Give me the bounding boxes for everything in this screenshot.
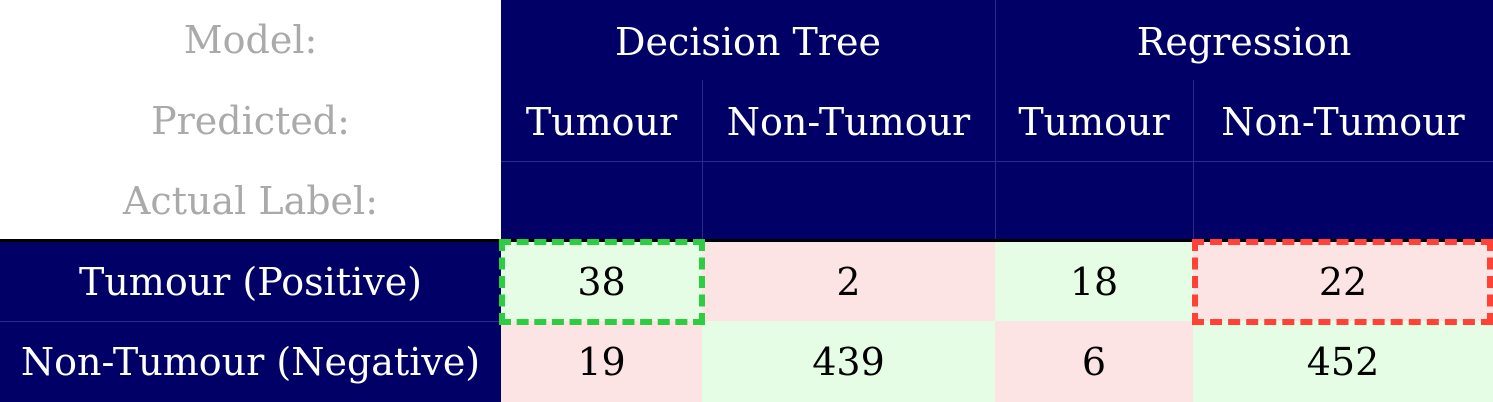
grid-line xyxy=(0,321,501,322)
predicted-col: Tumour xyxy=(995,82,1193,162)
cell: 22 xyxy=(1193,242,1493,321)
actual-label: Actual Label: xyxy=(122,178,378,223)
cell: 452 xyxy=(1193,321,1493,402)
cell: 18 xyxy=(995,242,1193,321)
predicted-col: Non-Tumour xyxy=(1193,82,1493,162)
grid-line xyxy=(995,0,996,240)
highlight-false-negative xyxy=(1192,239,1493,325)
cell: 439 xyxy=(702,321,995,402)
grid-line xyxy=(1193,80,1194,240)
predicted-col: Tumour xyxy=(501,82,702,162)
highlight-true-positive xyxy=(499,239,705,325)
header-rule xyxy=(0,239,1493,242)
cell: 19 xyxy=(501,321,702,402)
cell: 38 xyxy=(501,242,702,321)
row-label: Non-Tumour (Negative) xyxy=(0,321,501,402)
row-label: Tumour (Positive) xyxy=(0,242,501,321)
cell: 6 xyxy=(995,321,1193,402)
grid-line xyxy=(501,161,1493,162)
cell: 2 xyxy=(702,242,995,321)
model-label: Model: xyxy=(183,18,318,62)
predicted-label: Predicted: xyxy=(151,98,350,143)
grid-line xyxy=(702,80,703,240)
model-regression: Regression xyxy=(995,0,1493,84)
predicted-col: Non-Tumour xyxy=(702,82,995,162)
model-decision-tree: Decision Tree xyxy=(501,0,995,84)
